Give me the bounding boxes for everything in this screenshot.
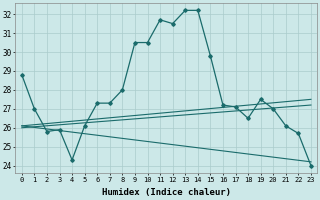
- X-axis label: Humidex (Indice chaleur): Humidex (Indice chaleur): [102, 188, 231, 197]
